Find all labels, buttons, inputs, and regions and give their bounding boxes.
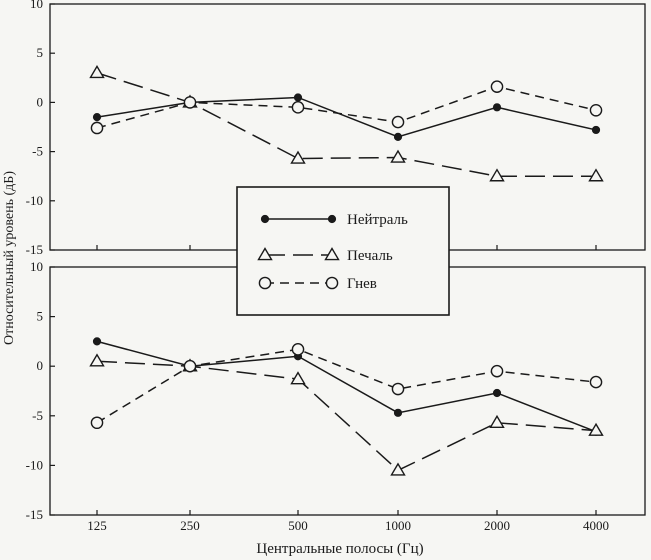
x-tick-labels: 125 250 500 1000 2000 4000 bbox=[87, 518, 609, 533]
data-point bbox=[591, 125, 601, 135]
series-top-2 bbox=[89, 64, 604, 182]
legend-label: Нейтраль bbox=[347, 212, 408, 228]
data-point bbox=[290, 150, 306, 164]
data-point bbox=[291, 343, 305, 356]
data-point bbox=[490, 364, 504, 378]
y-tick-label: -5 bbox=[32, 144, 43, 159]
x-tick-label: 250 bbox=[180, 518, 200, 533]
series-line bbox=[96, 85, 597, 129]
x-tick-label: 1000 bbox=[385, 518, 411, 533]
data-point bbox=[390, 462, 406, 476]
data-point bbox=[588, 168, 604, 182]
data-point bbox=[183, 96, 197, 109]
data-point bbox=[183, 359, 197, 373]
data-point bbox=[393, 132, 403, 141]
legend-item: Печаль bbox=[257, 247, 393, 264]
series-line bbox=[96, 340, 597, 433]
y-tick-label: 10 bbox=[30, 259, 43, 274]
legend: Нейтраль Печаль Гнев bbox=[236, 186, 450, 316]
legend-marker bbox=[260, 214, 270, 224]
y-tick-label: -10 bbox=[26, 193, 43, 208]
series-line bbox=[96, 72, 596, 177]
x-tick-label: 125 bbox=[87, 518, 107, 533]
data-point bbox=[588, 422, 604, 436]
data-point bbox=[92, 337, 102, 346]
x-axis-label: Центральные полосы (Гц) bbox=[256, 541, 423, 557]
legend-label: Гнев bbox=[347, 276, 377, 292]
legend-item: Нейтраль bbox=[260, 212, 408, 228]
series-bottom-1 bbox=[92, 337, 601, 436]
legend-item: Гнев bbox=[258, 276, 377, 292]
data-point bbox=[393, 408, 403, 417]
x-tick-label: 4000 bbox=[583, 518, 609, 533]
y-axis-label: Относительный уровень (дБ) bbox=[2, 171, 17, 345]
chart-panels: 10 5 0 -5 -10 -15 10 5 0 -5 -10 -15 125 250 500 1000 200… bbox=[26, 0, 646, 533]
y-tick-label: 5 bbox=[37, 309, 44, 324]
legend-marker bbox=[325, 276, 339, 290]
data-point bbox=[492, 103, 502, 112]
data-point bbox=[89, 64, 105, 79]
legend-marker bbox=[327, 214, 337, 224]
y-tick-label: 0 bbox=[37, 358, 44, 373]
data-point bbox=[490, 80, 504, 93]
data-point bbox=[391, 115, 405, 129]
x-tick-label: 2000 bbox=[484, 518, 510, 533]
series-top-3 bbox=[90, 80, 603, 135]
data-point bbox=[489, 168, 505, 182]
series-line bbox=[96, 360, 597, 472]
y-tick-label: 10 bbox=[30, 0, 43, 11]
legend-label: Печаль bbox=[347, 248, 393, 264]
x-tick-label: 500 bbox=[288, 518, 308, 533]
data-point bbox=[293, 93, 303, 102]
legend-box bbox=[236, 186, 450, 316]
data-point bbox=[391, 382, 405, 396]
y-tick-label: 0 bbox=[37, 94, 44, 109]
data-point bbox=[492, 388, 502, 398]
data-point bbox=[90, 416, 104, 430]
data-point bbox=[489, 414, 505, 428]
series-bottom-2 bbox=[89, 353, 604, 476]
legend-marker bbox=[258, 276, 272, 290]
data-point bbox=[89, 353, 105, 367]
legend-marker bbox=[324, 247, 340, 261]
data-point bbox=[589, 103, 603, 117]
data-point bbox=[90, 121, 104, 135]
series-line bbox=[96, 96, 597, 138]
y-tick-label: 5 bbox=[37, 45, 44, 60]
panel-top: 10 5 0 -5 -10 -15 bbox=[26, 0, 646, 257]
legend-marker bbox=[257, 247, 273, 261]
panel-bottom: 10 5 0 -5 -10 -15 bbox=[26, 259, 646, 522]
data-point bbox=[290, 371, 306, 385]
data-point bbox=[291, 101, 305, 114]
data-point bbox=[390, 149, 406, 163]
series-top-1 bbox=[92, 93, 601, 141]
data-point bbox=[589, 375, 603, 389]
series-bottom-3 bbox=[90, 343, 603, 430]
y-tick-label: -10 bbox=[26, 457, 43, 472]
data-point bbox=[92, 113, 102, 122]
y-tick-label: -5 bbox=[32, 408, 43, 423]
y-tick-label: -15 bbox=[26, 242, 43, 257]
y-tick-label: -15 bbox=[26, 507, 43, 522]
series-line bbox=[96, 348, 597, 424]
